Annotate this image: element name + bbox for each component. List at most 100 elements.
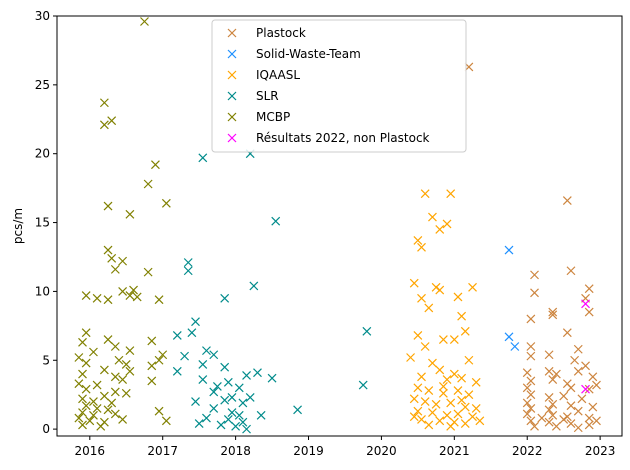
data-point-0-20 — [551, 369, 561, 379]
data-point-4-53 — [103, 405, 113, 415]
data-point-4-13 — [110, 264, 120, 274]
data-point-0-51 — [573, 423, 583, 433]
data-point-3-3 — [183, 258, 193, 267]
data-point-4-15 — [129, 285, 138, 295]
data-point-0-18 — [522, 368, 532, 378]
data-point-4-31 — [114, 355, 124, 365]
data-point-4-54 — [78, 408, 87, 418]
data-point-0-32 — [559, 391, 569, 401]
data-point-2-22 — [428, 358, 437, 368]
data-point-3-0 — [198, 153, 208, 163]
x-tick-label: 2019 — [293, 444, 324, 458]
data-point-2-17 — [438, 335, 448, 345]
y-tick-label: 10 — [35, 284, 50, 298]
data-point-0-11 — [562, 328, 572, 338]
data-point-4-48 — [78, 394, 87, 404]
data-point-4-45 — [110, 387, 120, 397]
data-point-2-42 — [442, 410, 452, 420]
y-tick-label: 5 — [42, 353, 50, 367]
data-point-2-29 — [413, 383, 423, 393]
data-point-2-36 — [431, 399, 441, 409]
data-point-0-49 — [530, 421, 539, 431]
data-point-4-3 — [99, 120, 109, 130]
data-point-0-5 — [530, 288, 539, 298]
data-point-2-35 — [420, 397, 430, 406]
y-tick-label: 15 — [35, 216, 50, 230]
data-point-0-42 — [548, 410, 558, 420]
data-point-1-0 — [504, 245, 514, 255]
data-point-4-47 — [99, 391, 109, 401]
data-point-2-52 — [409, 412, 419, 422]
data-point-2-40 — [413, 406, 423, 416]
data-point-1-1 — [504, 332, 514, 342]
series-1 — [504, 245, 520, 351]
data-point-3-15 — [220, 362, 230, 372]
y-axis: 0 5 10 15 20 25 30 — [35, 9, 57, 436]
data-point-0-31 — [544, 393, 554, 402]
legend-box — [211, 19, 467, 153]
data-point-2-21 — [464, 355, 474, 365]
data-point-3-26 — [227, 393, 237, 402]
data-point-0-47 — [566, 419, 576, 429]
x-tick-label: 2023 — [585, 444, 616, 458]
data-point-4-59 — [85, 416, 95, 426]
data-point-0-21 — [573, 366, 583, 376]
data-point-4-2 — [107, 116, 117, 126]
data-point-4-22 — [81, 328, 91, 338]
data-point-4-46 — [121, 388, 131, 398]
series-5 — [581, 299, 590, 394]
data-point-4-14 — [118, 286, 128, 296]
data-point-0-36 — [566, 401, 576, 411]
data-point-3-36 — [202, 413, 211, 423]
data-point-0-39 — [544, 405, 554, 415]
data-point-2-18 — [449, 335, 459, 345]
data-point-3-2 — [271, 216, 281, 226]
data-point-2-13 — [424, 303, 434, 313]
data-point-0-35 — [548, 399, 558, 409]
data-point-2-11 — [417, 293, 426, 303]
legend-marker-1 — [227, 49, 237, 59]
data-point-3-8 — [362, 326, 372, 336]
data-point-0-52 — [584, 420, 594, 430]
data-point-4-18 — [81, 291, 91, 300]
data-point-2-27 — [457, 373, 467, 383]
data-point-2-6 — [417, 242, 426, 252]
data-point-0-30 — [526, 390, 536, 400]
data-point-3-9 — [187, 328, 197, 338]
data-point-0-33 — [577, 394, 587, 404]
data-point-3-11 — [202, 346, 211, 356]
data-point-4-56 — [110, 409, 120, 419]
data-point-4-12 — [143, 267, 153, 277]
data-point-2-28 — [471, 377, 481, 387]
data-point-2-37 — [446, 398, 456, 408]
data-point-0-41 — [522, 409, 532, 419]
data-point-0-46 — [544, 417, 554, 427]
data-point-2-24 — [449, 369, 459, 379]
data-point-4-58 — [74, 413, 84, 423]
legend-label-0: Plastock — [256, 26, 306, 40]
data-point-4-37 — [125, 366, 135, 376]
data-point-2-44 — [468, 412, 477, 422]
data-point-2-43 — [453, 409, 463, 419]
data-point-0-15 — [526, 351, 536, 361]
data-point-0-10 — [584, 307, 594, 317]
data-point-4-17 — [132, 292, 142, 302]
data-point-2-54 — [438, 382, 448, 391]
data-point-0-27 — [522, 383, 532, 393]
data-point-4-23 — [103, 335, 113, 345]
data-point-2-48 — [460, 419, 470, 429]
data-point-1-2 — [510, 342, 520, 351]
data-point-2-51 — [475, 416, 485, 426]
data-point-4-7 — [103, 201, 113, 211]
data-point-4-39 — [110, 372, 120, 382]
data-point-4-57 — [154, 406, 164, 416]
data-point-4-42 — [74, 379, 84, 389]
data-point-0-13 — [573, 344, 583, 354]
x-tick-label: 2020 — [366, 444, 397, 458]
data-point-0-12 — [526, 342, 536, 351]
data-point-0-28 — [566, 383, 576, 393]
legend-label-3: SLR — [256, 89, 279, 103]
data-point-3-20 — [198, 375, 208, 384]
data-point-3-22 — [212, 382, 222, 391]
data-point-2-38 — [460, 402, 470, 412]
